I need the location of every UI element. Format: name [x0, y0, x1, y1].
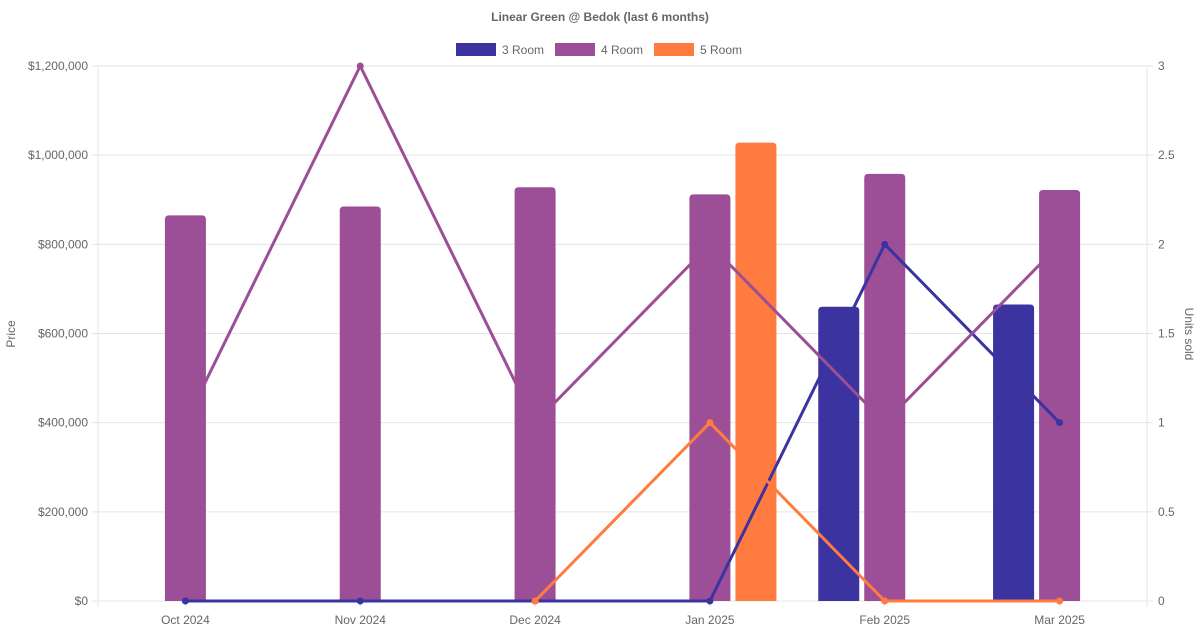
- line-3-room: [185, 242, 1061, 603]
- point-3-room[interactable]: [181, 597, 189, 605]
- x-tick-label: Mar 2025: [1034, 613, 1085, 627]
- x-tick-label: Jan 2025: [685, 613, 735, 627]
- bar-4-room[interactable]: [864, 173, 906, 601]
- bar-4-room[interactable]: [164, 215, 206, 601]
- legend-label: 4 Room: [601, 43, 643, 57]
- point-4-room[interactable]: [706, 240, 714, 248]
- x-tick-label: Nov 2024: [335, 613, 387, 627]
- legend-item-3-room[interactable]: 3 Room: [456, 43, 544, 57]
- legend-swatch: [555, 43, 595, 56]
- legend-label: 3 Room: [502, 43, 544, 57]
- point-4-room[interactable]: [356, 62, 364, 70]
- legend-item-5-room[interactable]: 5 Room: [654, 43, 742, 57]
- right-tick-label: 2.5: [1158, 148, 1175, 162]
- right-axis-title: Units sold: [1182, 308, 1196, 361]
- legend-label: 5 Room: [700, 43, 742, 57]
- point-5-room[interactable]: [1056, 597, 1064, 605]
- x-axis: Oct 2024 Nov 2024 Dec 2024 Jan 2025 Feb 2025…: [161, 601, 1085, 627]
- left-tick-label: $1,000,000: [28, 148, 88, 162]
- right-tick-label: 3: [1158, 59, 1165, 73]
- right-tick-label: 1.5: [1158, 327, 1175, 341]
- left-tick-label: $800,000: [38, 237, 88, 251]
- bar-5-room[interactable]: [735, 142, 777, 601]
- point-3-room[interactable]: [1056, 419, 1064, 427]
- bar-4-room[interactable]: [689, 194, 731, 601]
- bar-3-room[interactable]: [993, 304, 1035, 601]
- left-tick-label: $400,000: [38, 416, 88, 430]
- point-5-room[interactable]: [881, 597, 889, 605]
- point-5-room[interactable]: [531, 597, 539, 605]
- bars: [164, 142, 1081, 602]
- chart-title: Linear Green @ Bedok (last 6 months): [491, 10, 709, 24]
- x-tick-label: Dec 2024: [509, 613, 561, 627]
- left-tick-label: $600,000: [38, 327, 88, 341]
- left-tick-label: $1,200,000: [28, 59, 88, 73]
- right-tick-label: 0: [1158, 594, 1165, 608]
- point-4-room[interactable]: [881, 419, 889, 427]
- point-4-room[interactable]: [1056, 240, 1064, 248]
- left-tick-label: $200,000: [38, 505, 88, 519]
- left-axis: $0 $200,000 $400,000 $600,000 $800,000 $1,000…: [28, 59, 88, 608]
- bar-3-room[interactable]: [818, 306, 860, 601]
- right-tick-label: 0.5: [1158, 505, 1175, 519]
- gridlines: [92, 65, 1153, 607]
- bar-4-room[interactable]: [1039, 189, 1081, 602]
- point-5-room[interactable]: [706, 419, 714, 427]
- left-axis-title: Price: [4, 320, 18, 348]
- lines: [181, 62, 1064, 605]
- right-axis: 0 0.5 1 1.5 2 2.5 3: [1158, 59, 1175, 608]
- x-tick-label: Feb 2025: [859, 613, 910, 627]
- right-tick-label: 2: [1158, 237, 1165, 251]
- line-4-room: [184, 64, 1061, 425]
- point-4-room[interactable]: [181, 419, 189, 427]
- legend-swatch: [654, 43, 694, 56]
- legend[interactable]: 3 Room 4 Room 5 Room: [456, 43, 742, 57]
- line-5-room: [534, 421, 1060, 603]
- bar-4-room[interactable]: [339, 206, 381, 601]
- left-tick-label: $0: [75, 594, 89, 608]
- point-3-room[interactable]: [706, 597, 714, 605]
- legend-item-4-room[interactable]: 4 Room: [555, 43, 643, 57]
- x-tick-label: Oct 2024: [161, 613, 210, 627]
- point-3-room[interactable]: [881, 240, 889, 248]
- right-tick-label: 1: [1158, 416, 1165, 430]
- point-4-room[interactable]: [531, 419, 539, 427]
- point-3-room[interactable]: [356, 597, 364, 605]
- legend-swatch: [456, 43, 496, 56]
- bar-4-room[interactable]: [514, 187, 556, 601]
